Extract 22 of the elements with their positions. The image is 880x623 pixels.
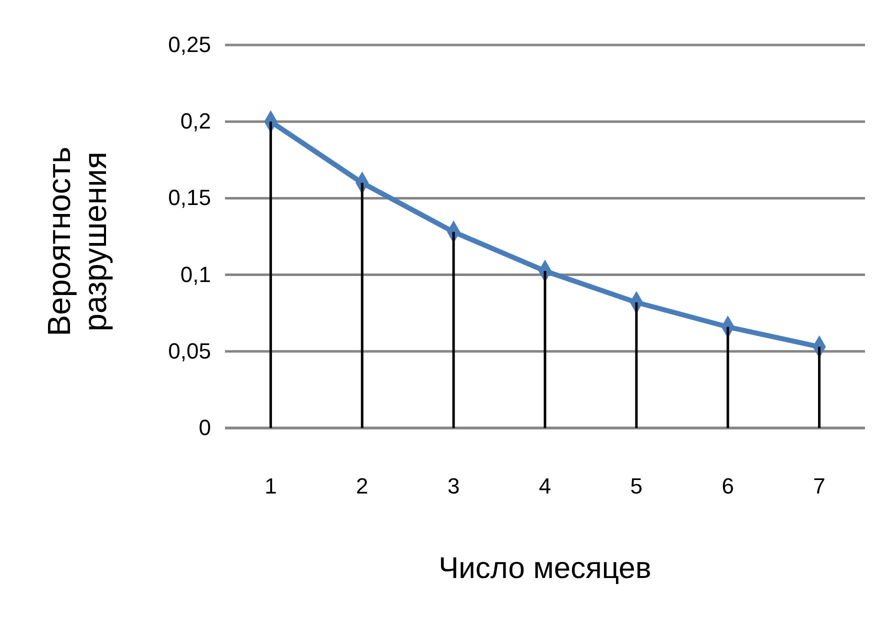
y-tick-label: 0,05 <box>168 338 211 364</box>
bar <box>635 302 638 428</box>
bar <box>818 346 821 428</box>
bar <box>269 122 272 428</box>
y-tick-label: 0,15 <box>168 185 211 210</box>
x-tick-label: 3 <box>447 474 460 499</box>
x-tick-label: 6 <box>722 474 734 499</box>
x-tick-label: 7 <box>813 474 826 499</box>
bar <box>726 326 730 428</box>
x-axis-title: Число месяцев <box>438 552 652 585</box>
bar <box>544 270 546 428</box>
bar <box>452 232 455 428</box>
y-tick-label: 0 <box>198 415 211 440</box>
x-tick-label: 1 <box>264 474 277 499</box>
x-tick-label: 5 <box>630 474 643 499</box>
y-tick-label: 0,1 <box>180 262 211 287</box>
x-tick-label: 4 <box>538 474 552 499</box>
y-tick-label: 0,25 <box>168 32 211 58</box>
y-tick-label: 0,2 <box>180 108 211 134</box>
x-tick-label: 2 <box>356 474 368 499</box>
y-axis-title: Вероятность разрушения <box>41 146 113 336</box>
bar <box>360 182 364 428</box>
